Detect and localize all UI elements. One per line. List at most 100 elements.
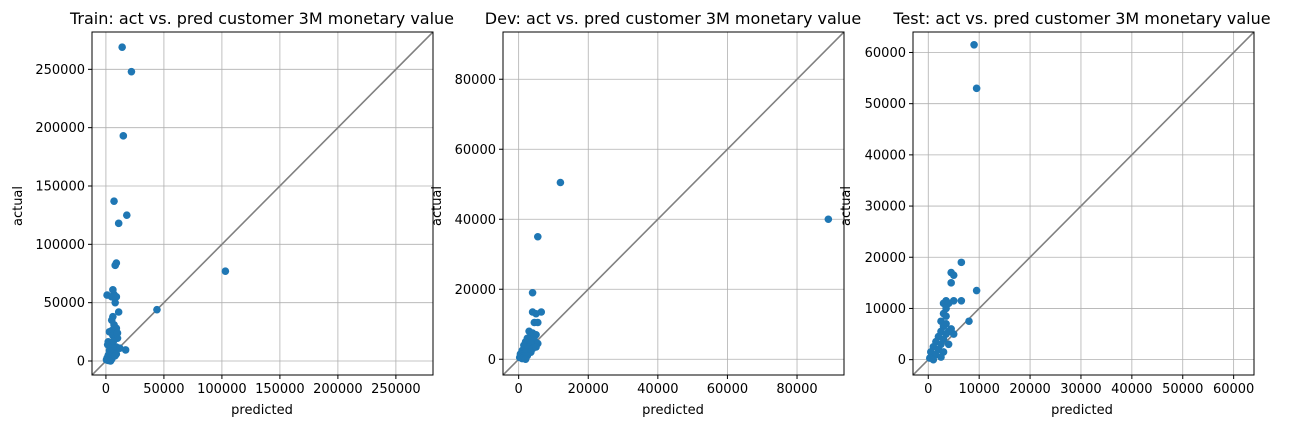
x-tick-label: 150000 — [255, 382, 305, 397]
data-point — [947, 279, 955, 287]
x-tick-label: 200000 — [313, 382, 363, 397]
data-point — [937, 353, 945, 361]
chart-title: Dev: act vs. pred customer 3M monetary v… — [485, 9, 861, 28]
x-tick-label: 20000 — [1009, 382, 1050, 397]
x-tick-label: 100000 — [197, 382, 247, 397]
x-axis-label: predicted — [231, 403, 293, 418]
data-point — [824, 215, 833, 224]
data-point — [114, 308, 123, 316]
data-point — [116, 344, 124, 352]
data-point — [110, 197, 118, 205]
x-tick-label: 0 — [102, 382, 110, 397]
y-tick-label: 100000 — [35, 238, 85, 253]
data-point — [106, 357, 115, 365]
x-tick-label: 40000 — [637, 382, 678, 397]
x-tick-label: 30000 — [1060, 382, 1101, 397]
data-point — [972, 84, 981, 93]
data-point — [103, 340, 112, 349]
y-tick-label: 40000 — [455, 213, 496, 228]
y-axis-label: actual — [430, 186, 445, 226]
y-tick-label: 60000 — [865, 46, 906, 61]
x-tick-label: 50000 — [143, 382, 184, 397]
y-tick-label: 30000 — [865, 200, 906, 215]
data-point — [109, 337, 118, 345]
data-point — [965, 317, 973, 326]
reference-line — [503, 32, 844, 375]
data-point — [111, 351, 119, 360]
y-tick-label: 250000 — [35, 63, 85, 78]
data-point — [970, 40, 978, 49]
data-point — [942, 312, 950, 320]
data-point — [944, 327, 953, 336]
data-point — [949, 271, 958, 279]
y-tick-label: 60000 — [455, 143, 496, 158]
data-point — [111, 261, 119, 270]
test-scatter-panel: Test: act vs. pred customer 3M monetary … — [839, 9, 1271, 418]
chart-title: Train: act vs. pred customer 3M monetary… — [69, 9, 454, 28]
plot-frame — [912, 31, 1255, 376]
y-tick-label: 10000 — [865, 302, 906, 317]
x-tick-label: 20000 — [568, 382, 609, 397]
grid — [503, 32, 844, 375]
y-tick-label: 150000 — [35, 180, 85, 195]
y-tick-label: 40000 — [865, 148, 906, 163]
data-point — [111, 298, 119, 307]
x-tick-label: 60000 — [707, 382, 748, 397]
data-point — [533, 232, 542, 241]
x-tick-label: 0 — [515, 382, 523, 397]
y-tick-label: 20000 — [455, 283, 496, 298]
data-point — [127, 67, 136, 76]
y-tick-label: 50000 — [865, 97, 906, 112]
x-tick-label: 250000 — [371, 382, 421, 397]
data-points — [515, 178, 833, 364]
data-point — [113, 329, 122, 337]
data-point — [114, 219, 123, 228]
y-tick-label: 0 — [898, 353, 906, 368]
data-point — [122, 211, 131, 219]
data-point — [153, 305, 161, 314]
x-tick-label: 60000 — [1213, 382, 1254, 397]
data-point — [112, 293, 121, 301]
data-points — [102, 43, 230, 365]
y-tick-label: 0 — [488, 353, 496, 368]
x-tick-label: 10000 — [958, 382, 999, 397]
y-tick-label: 80000 — [455, 73, 496, 88]
data-point — [532, 343, 540, 351]
x-tick-label: 80000 — [776, 382, 817, 397]
data-point — [929, 355, 938, 364]
y-tick-label: 20000 — [865, 251, 906, 266]
data-point — [532, 309, 540, 318]
grid — [92, 32, 433, 375]
data-point — [944, 340, 953, 349]
data-point — [221, 267, 230, 275]
data-points — [925, 40, 981, 364]
y-tick-label: 50000 — [44, 296, 85, 311]
data-point — [121, 346, 130, 354]
data-point — [556, 178, 565, 187]
data-point — [972, 286, 981, 295]
plot-frame — [502, 31, 845, 376]
train-scatter-panel: Train: act vs. pred customer 3M monetary… — [11, 9, 454, 418]
reference-line — [913, 32, 1254, 375]
y-tick-label: 0 — [77, 355, 85, 370]
data-point — [521, 355, 530, 364]
x-tick-label: 0 — [924, 382, 932, 397]
y-axis-label: actual — [11, 186, 26, 226]
data-point — [528, 288, 537, 297]
y-tick-label: 200000 — [35, 121, 85, 136]
x-axis-label: predicted — [1051, 403, 1113, 418]
data-point — [957, 296, 966, 305]
x-tick-label: 50000 — [1162, 382, 1203, 397]
y-axis-label: actual — [839, 186, 854, 226]
data-point — [119, 132, 128, 140]
plot-frame — [91, 31, 434, 376]
chart-title: Test: act vs. pred customer 3M monetary … — [892, 9, 1270, 28]
reference-line — [92, 32, 433, 375]
data-point — [533, 318, 542, 327]
dev-scatter-panel: Dev: act vs. pred customer 3M monetary v… — [430, 9, 861, 418]
data-point — [118, 43, 126, 51]
x-tick-label: 40000 — [1111, 382, 1152, 397]
data-point — [957, 258, 966, 267]
x-axis-label: predicted — [642, 403, 704, 418]
